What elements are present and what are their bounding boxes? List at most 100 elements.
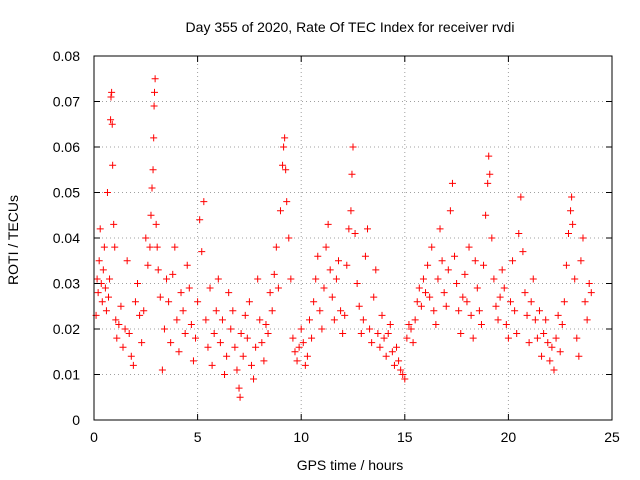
data-point: [144, 261, 152, 269]
data-point: [349, 143, 357, 151]
data-point: [332, 275, 340, 283]
data-point: [477, 320, 485, 328]
data-point: [513, 330, 521, 338]
data-point: [533, 334, 541, 342]
data-point: [372, 266, 380, 274]
data-point: [150, 102, 158, 110]
data-point: [469, 334, 477, 342]
data-point: [185, 284, 193, 292]
data-point: [260, 357, 268, 365]
data-point: [548, 343, 556, 351]
data-point: [142, 234, 150, 242]
y-axis-label: ROTI / TECUs: [5, 195, 21, 285]
data-point: [486, 170, 494, 178]
x-tick-label: 10: [293, 429, 309, 445]
data-point: [148, 184, 156, 192]
data-point: [208, 361, 216, 369]
data-point: [422, 289, 430, 297]
data-point: [407, 325, 415, 333]
data-point: [183, 261, 191, 269]
data-point: [531, 316, 539, 324]
data-point: [568, 193, 576, 201]
data-point: [310, 298, 318, 306]
data-point: [177, 289, 185, 297]
y-tick-label: 0: [72, 412, 80, 428]
data-point: [131, 298, 139, 306]
x-axis-label: GPS time / hours: [297, 457, 404, 473]
data-point: [388, 348, 396, 356]
data-point: [569, 220, 577, 228]
data-point: [136, 311, 144, 319]
data-point: [521, 289, 529, 297]
data-point: [221, 371, 229, 378]
y-tick-label: 0.03: [53, 276, 80, 292]
data-point: [305, 316, 313, 324]
data-point: [424, 261, 432, 269]
data-point: [127, 352, 135, 360]
data-point: [562, 261, 570, 269]
data-point: [397, 366, 405, 374]
data-point: [312, 275, 320, 283]
data-point: [123, 257, 131, 265]
data-point: [151, 75, 159, 83]
data-point: [121, 325, 129, 333]
data-point: [93, 275, 101, 283]
x-tick-label: 5: [194, 429, 202, 445]
data-point: [274, 284, 282, 292]
data-point: [442, 302, 450, 310]
data-point: [129, 361, 137, 369]
data-point: [227, 325, 235, 333]
data-point: [279, 161, 287, 169]
data-point: [101, 284, 109, 292]
data-point: [426, 293, 434, 301]
data-point: [160, 325, 168, 333]
x-tick-label: 15: [397, 429, 413, 445]
x-tick-label: 20: [501, 429, 517, 445]
data-point: [560, 298, 568, 306]
data-point: [252, 343, 260, 351]
data-point: [494, 316, 502, 324]
data-point: [214, 275, 222, 283]
x-tick-label: 0: [90, 429, 98, 445]
data-point: [231, 343, 239, 351]
data-point: [108, 88, 116, 96]
data-point: [175, 348, 183, 356]
data-point: [318, 325, 326, 333]
data-point: [270, 270, 278, 278]
data-point: [272, 243, 280, 251]
data-point: [430, 307, 438, 315]
data-point: [99, 266, 107, 274]
data-point: [355, 302, 363, 310]
data-point: [206, 284, 214, 292]
data-point: [328, 293, 336, 301]
data-point: [276, 207, 284, 215]
data-point: [546, 357, 554, 365]
data-point: [535, 307, 543, 315]
data-point: [243, 334, 251, 342]
data-point: [194, 298, 202, 306]
x-tick-label: 25: [604, 429, 620, 445]
y-tick-labels: 0 0.01 0.02 0.03 0.04 0.05 0.06 0.07 0.08: [53, 48, 80, 428]
data-point: [282, 166, 290, 174]
data-point: [446, 207, 454, 215]
data-point: [285, 234, 293, 242]
data-point: [448, 179, 456, 187]
axes: [93, 55, 613, 421]
data-point: [583, 316, 591, 324]
data-point: [550, 366, 558, 374]
data-point: [471, 257, 479, 265]
data-point: [210, 330, 218, 338]
data-point: [384, 330, 392, 338]
data-point: [152, 220, 160, 228]
data-point: [110, 220, 118, 228]
data-point: [320, 284, 328, 292]
data-point: [316, 307, 324, 315]
data-point: [411, 316, 419, 324]
data-point: [250, 375, 258, 383]
data-point: [171, 243, 179, 251]
data-point: [417, 302, 425, 310]
data-point: [245, 298, 253, 306]
data-point: [482, 211, 490, 219]
data-point: [378, 311, 386, 319]
data-point: [393, 343, 401, 351]
